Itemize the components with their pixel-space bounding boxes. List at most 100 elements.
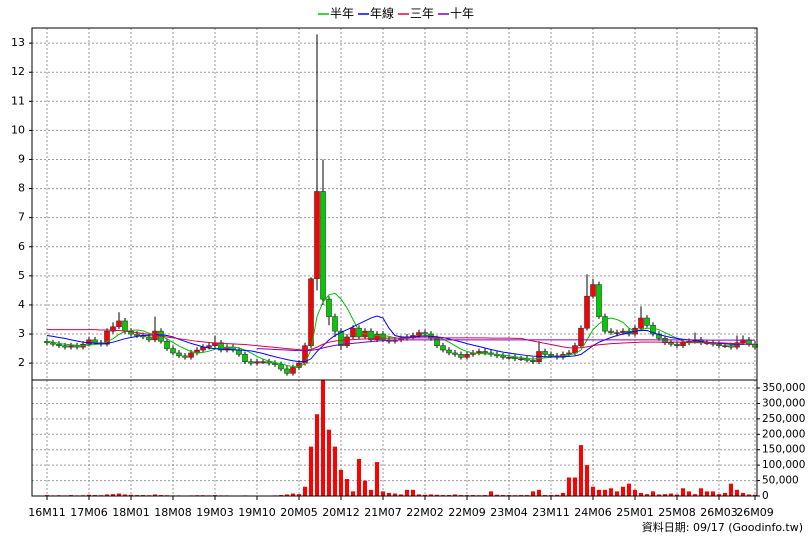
volume-bar: [351, 491, 355, 496]
x-tick-label: 22M02: [406, 506, 444, 519]
x-tick-label: 23M11: [532, 506, 570, 519]
volume-bar: [435, 494, 439, 496]
volume-bar: [705, 491, 709, 496]
volume-bar: [285, 494, 289, 496]
y-tick-label: 5: [18, 269, 25, 282]
volume-bar: [327, 429, 331, 496]
candle-body: [464, 354, 470, 358]
candle-body: [422, 332, 428, 335]
volume-bar: [711, 491, 715, 496]
candle-body: [596, 284, 602, 317]
volume-bar: [573, 477, 577, 496]
ma-line: [47, 329, 756, 351]
candle-body: [458, 354, 464, 358]
candle-body: [374, 333, 380, 341]
candle-body: [206, 345, 212, 348]
candle-body: [68, 345, 74, 348]
candle-body: [530, 359, 536, 362]
candle-body: [92, 339, 98, 344]
volume-bar: [303, 486, 307, 496]
candle-body: [638, 317, 644, 329]
x-tick-label: 18M01: [112, 506, 150, 519]
volume-bar: [651, 491, 655, 496]
candle-body: [338, 330, 344, 346]
volume-bar: [579, 445, 583, 496]
volume-bar: [363, 480, 367, 496]
volume-bar: [309, 446, 313, 496]
candle-body: [314, 191, 320, 280]
y-tick-label: 8: [18, 182, 25, 195]
candle-body: [104, 330, 110, 345]
volume-bar: [555, 494, 559, 496]
x-tick-label: 17M06: [70, 506, 108, 519]
candle-body: [290, 367, 296, 374]
volume-bar: [681, 488, 685, 496]
y-tick-label: 12: [11, 65, 25, 78]
y2-tick-label: 300,000: [762, 397, 805, 409]
y-tick-label: 2: [18, 356, 25, 369]
candle-body: [566, 352, 572, 355]
y2-tick-label: 0: [762, 490, 769, 502]
candle-body: [128, 330, 134, 335]
candle-body: [50, 342, 56, 345]
x-tick-label: 20M05: [280, 506, 318, 519]
volume-bar: [111, 494, 115, 496]
plot-frame: [31, 27, 758, 497]
candle-body: [326, 298, 332, 317]
candle-body: [452, 352, 458, 355]
volume-bar: [585, 465, 589, 496]
x-tick-label: 19M03: [196, 506, 234, 519]
volume-bar: [105, 494, 109, 496]
candle-body: [668, 342, 674, 345]
candle-body: [350, 327, 356, 338]
volume-bar: [699, 488, 703, 496]
volume-bar: [387, 492, 391, 496]
volume-bar: [723, 492, 727, 496]
candle-body: [548, 354, 554, 357]
volume-bar: [393, 493, 397, 496]
volume-bar: [741, 492, 745, 496]
volume-bar: [633, 489, 637, 496]
candle-body: [656, 333, 662, 339]
y-tick-label: 4: [18, 298, 25, 311]
candle-body: [578, 327, 584, 346]
candle-body: [146, 336, 152, 341]
x-tick-label: 22M09: [448, 506, 486, 519]
volume-bar: [381, 491, 385, 496]
volume-bar: [531, 491, 535, 496]
footer: 資料日期: 09/17 (Goodinfo.tw): [642, 520, 803, 534]
volume-bar: [729, 483, 733, 496]
volume-bar: [747, 494, 751, 496]
candle-body: [278, 364, 284, 370]
x-tick-label: 21M07: [364, 506, 402, 519]
candle-body: [134, 333, 140, 336]
candle-body: [356, 327, 362, 338]
volume-bar: [429, 494, 433, 496]
candle-body: [110, 326, 116, 332]
y-tick-label: 11: [11, 94, 25, 107]
volume-bar: [369, 489, 373, 496]
candle-body: [248, 361, 254, 364]
volume-bar: [609, 488, 613, 496]
candle-body: [266, 361, 272, 364]
candle-body: [674, 343, 680, 346]
x-tick-label: 18M08: [154, 506, 192, 519]
volume-bar: [129, 494, 133, 496]
candle-body: [584, 295, 590, 329]
volume-bar: [639, 492, 643, 496]
volume-bar: [117, 493, 121, 496]
legend-label: 十年: [450, 7, 474, 21]
volume-bar: [411, 489, 415, 496]
candle-body: [716, 343, 722, 346]
volume-bar: [375, 462, 379, 496]
y2-tick-label: 200,000: [762, 428, 805, 440]
candle-body: [416, 332, 422, 336]
candle-body: [620, 330, 626, 333]
candle-body: [650, 325, 656, 335]
volume-bar: [603, 489, 607, 496]
y-tick-label: 9: [18, 152, 25, 165]
candle-body: [434, 338, 440, 346]
candle-body: [122, 320, 128, 332]
